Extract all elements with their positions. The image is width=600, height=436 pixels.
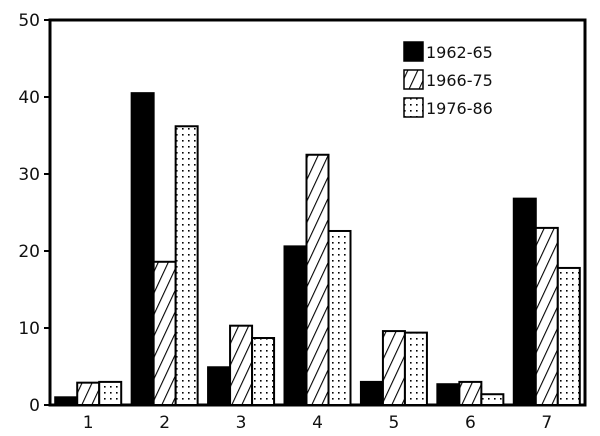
legend-label: 1976-86: [426, 99, 493, 118]
bar-1962-65-cat-5: [359, 380, 384, 406]
legend-swatch-solid: [403, 41, 424, 62]
x-tick-label: 3: [236, 413, 247, 433]
bar-1976-86-cat-7: [556, 266, 581, 406]
bar-1966-75-cat-1: [76, 381, 101, 407]
y-tick-label: 50: [18, 11, 40, 31]
bar-1966-75-cat-2: [152, 260, 177, 406]
bar-1966-75-cat-6: [458, 380, 483, 406]
bar-1966-75-cat-7: [534, 226, 559, 406]
legend-swatch-dotted: [403, 97, 424, 118]
x-tick-label: 5: [389, 413, 400, 433]
x-tick-label: 2: [159, 413, 170, 433]
legend: 1962-65 1966-75 1976-86: [403, 41, 493, 118]
x-tick-label: 6: [465, 413, 476, 433]
y-tick-label: 30: [18, 165, 40, 185]
bar-1962-65-cat-2: [130, 92, 155, 407]
bar-1976-86-cat-6: [480, 393, 505, 407]
x-tick-label: 4: [312, 413, 323, 433]
bar-1976-86-cat-4: [327, 229, 352, 406]
bar-1966-75-cat-4: [305, 153, 330, 406]
legend-swatch-hatched: [403, 69, 424, 90]
bar-1976-86-cat-3: [251, 337, 276, 407]
y-tick-label: 0: [29, 396, 40, 416]
bar-1976-86-cat-1: [98, 380, 123, 406]
y-tick-label: 10: [18, 319, 40, 339]
y-tick-label: 20: [18, 242, 40, 262]
bar-1976-86-cat-5: [403, 331, 428, 406]
bar-1962-65-cat-7: [512, 197, 537, 406]
bar-1962-65-cat-3: [207, 366, 232, 406]
bar-1962-65-cat-4: [283, 245, 308, 406]
x-tick-label: 1: [83, 413, 94, 433]
bar-1976-86-cat-2: [174, 125, 199, 406]
bars: [54, 92, 581, 407]
legend-label: 1966-75: [426, 71, 493, 90]
bar-1966-75-cat-3: [229, 324, 254, 406]
y-tick-label: 40: [18, 88, 40, 108]
legend-label: 1962-65: [426, 43, 493, 62]
bar-1962-65-cat-6: [436, 383, 461, 406]
bar-1966-75-cat-5: [381, 330, 406, 406]
bar-1962-65-cat-1: [54, 396, 79, 406]
x-tick-label: 7: [541, 413, 552, 433]
